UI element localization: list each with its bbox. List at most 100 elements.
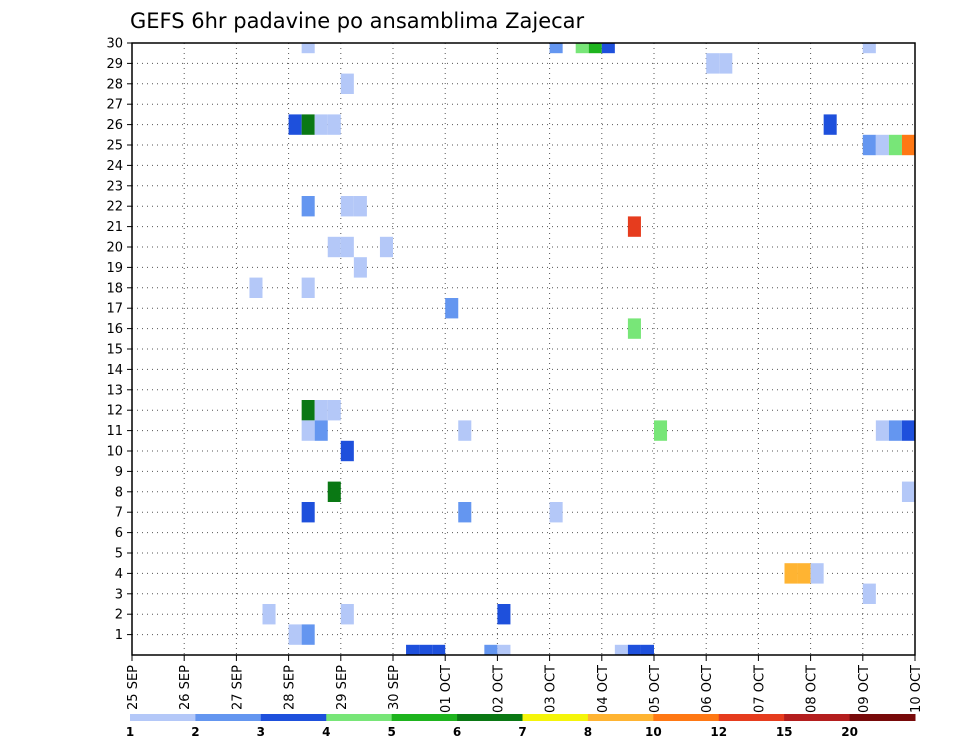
precip-cell bbox=[314, 400, 328, 421]
precip-cell bbox=[888, 134, 902, 156]
precip-cell bbox=[301, 277, 315, 298]
precip-cell bbox=[340, 73, 354, 94]
colorbar-swatch bbox=[326, 714, 393, 721]
precip-cell bbox=[549, 43, 563, 54]
precip-cell bbox=[327, 481, 341, 502]
precip-cell bbox=[627, 318, 641, 339]
y-tick-label: 18 bbox=[106, 281, 123, 296]
colorbar-swatch bbox=[391, 714, 458, 721]
precip-cell bbox=[497, 604, 511, 625]
x-tick-label: 03 OCT bbox=[544, 665, 559, 713]
y-tick-label: 29 bbox=[106, 57, 123, 72]
x-tick-label: 05 OCT bbox=[648, 665, 663, 713]
y-tick-label: 10 bbox=[106, 445, 123, 460]
y-tick-label: 26 bbox=[106, 118, 123, 133]
y-tick-label: 12 bbox=[106, 404, 123, 419]
colorbar-label: 3 bbox=[257, 725, 265, 739]
precip-cell bbox=[875, 420, 889, 441]
precip-cell bbox=[862, 134, 876, 156]
precip-cell bbox=[497, 644, 511, 655]
precip-cell bbox=[445, 298, 459, 319]
x-tick-label: 08 OCT bbox=[805, 665, 820, 713]
precip-cell bbox=[706, 53, 720, 74]
precip-cell bbox=[327, 236, 341, 258]
precip-cell bbox=[340, 604, 354, 625]
x-tick-label: 30 SEP bbox=[387, 665, 402, 710]
precip-cell bbox=[301, 114, 315, 135]
precip-cell bbox=[862, 583, 876, 604]
y-tick-label: 20 bbox=[106, 241, 123, 256]
y-tick-label: 6 bbox=[115, 526, 123, 541]
colorbar-label: 8 bbox=[584, 725, 592, 739]
y-tick-label: 13 bbox=[106, 383, 123, 398]
precip-cell bbox=[406, 644, 420, 655]
colorbar-label: 7 bbox=[518, 725, 526, 739]
y-tick-label: 4 bbox=[115, 567, 123, 582]
y-tick-label: 3 bbox=[115, 587, 123, 602]
y-tick-label: 28 bbox=[106, 77, 123, 92]
x-tick-label: 28 SEP bbox=[283, 665, 298, 710]
y-tick-label: 30 bbox=[106, 37, 123, 52]
colorbar-swatch bbox=[849, 714, 916, 721]
precip-cell bbox=[901, 134, 915, 156]
precip-cell bbox=[627, 644, 641, 655]
x-tick-label: 26 SEP bbox=[178, 665, 193, 710]
x-tick-label: 06 OCT bbox=[700, 665, 715, 713]
precip-cell bbox=[458, 502, 472, 523]
precip-cell bbox=[301, 400, 315, 421]
colorbar-label: 10 bbox=[645, 725, 662, 739]
precip-cell bbox=[327, 114, 341, 135]
y-tick-label: 7 bbox=[115, 506, 123, 521]
precip-cell bbox=[640, 644, 654, 655]
colorbar-label: 12 bbox=[710, 725, 727, 739]
y-tick-label: 8 bbox=[115, 485, 123, 500]
colorbar-swatch bbox=[195, 714, 262, 721]
colorbar-label: 2 bbox=[191, 725, 199, 739]
precip-cell bbox=[379, 236, 393, 258]
colorbar-swatch bbox=[457, 714, 523, 721]
y-tick-label: 22 bbox=[106, 200, 123, 215]
y-tick-label: 19 bbox=[106, 261, 123, 276]
x-axis: 25 SEP 26 SEP 27 SEP 28 SEP 29 SEP 30 SEP 01 O… bbox=[126, 655, 924, 713]
precip-cell bbox=[810, 563, 824, 584]
precip-cell bbox=[340, 236, 354, 258]
chart-title: GEFS 6hr padavine po ansamblima Zajecar bbox=[130, 9, 585, 33]
x-tick-label: 25 SEP bbox=[126, 665, 141, 710]
colorbar-swatch bbox=[130, 714, 196, 721]
x-tick-label: 01 OCT bbox=[439, 665, 454, 713]
x-tick-label: 09 OCT bbox=[857, 665, 872, 713]
precip-cell bbox=[327, 400, 341, 421]
precip-cell bbox=[484, 644, 498, 655]
y-axis: 1234567891011121314151617181920212223242… bbox=[106, 37, 132, 643]
precip-cell bbox=[901, 481, 915, 502]
precip-cell bbox=[340, 440, 354, 462]
colorbar-swatch bbox=[587, 714, 654, 721]
precip-cell bbox=[301, 502, 315, 523]
y-tick-label: 11 bbox=[106, 424, 123, 439]
precip-cell bbox=[288, 624, 302, 645]
precip-cell bbox=[419, 644, 433, 655]
x-tick-label: 02 OCT bbox=[491, 665, 506, 713]
colorbar-swatch bbox=[522, 714, 589, 721]
precip-cell bbox=[458, 420, 472, 441]
precip-cell bbox=[797, 563, 811, 584]
x-tick-label: 07 OCT bbox=[752, 665, 767, 713]
y-tick-label: 23 bbox=[106, 179, 123, 194]
y-tick-label: 15 bbox=[106, 343, 123, 358]
precip-cell bbox=[823, 114, 837, 135]
colorbar-label: 6 bbox=[453, 725, 461, 739]
y-tick-label: 14 bbox=[106, 363, 123, 378]
precip-cell bbox=[301, 624, 315, 645]
y-tick-label: 21 bbox=[106, 220, 123, 235]
colorbar-swatch bbox=[784, 714, 851, 721]
colorbar-swatch bbox=[260, 714, 327, 721]
precip-cell bbox=[888, 420, 902, 441]
precip-cell bbox=[901, 420, 915, 441]
precip-cell bbox=[314, 420, 328, 441]
precip-cell bbox=[862, 43, 876, 54]
y-tick-label: 9 bbox=[115, 465, 123, 480]
colorbar-label: 1 bbox=[126, 725, 134, 739]
x-tick-label: 27 SEP bbox=[230, 665, 245, 710]
precip-cell bbox=[614, 644, 628, 655]
precip-cell bbox=[549, 502, 563, 523]
